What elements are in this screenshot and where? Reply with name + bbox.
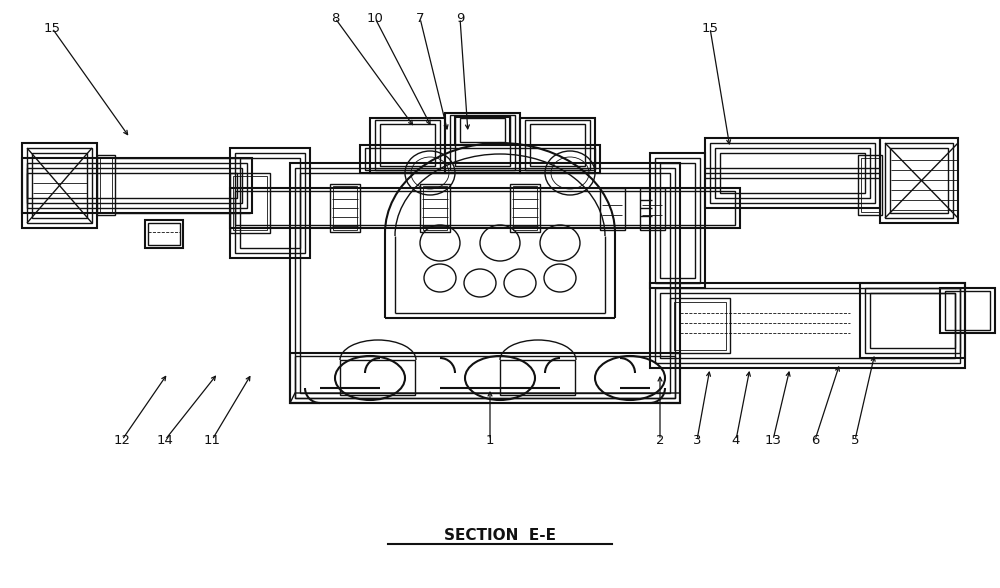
Bar <box>660 293 955 358</box>
Bar <box>674 302 726 350</box>
Bar <box>710 143 875 203</box>
Bar <box>235 153 305 253</box>
Bar <box>230 148 310 258</box>
Bar <box>375 120 440 170</box>
Bar <box>670 298 730 353</box>
Bar <box>27 168 242 203</box>
Bar <box>145 220 183 248</box>
Bar <box>22 158 252 213</box>
Bar <box>655 288 960 363</box>
Bar <box>450 115 515 170</box>
Text: 6: 6 <box>811 433 819 446</box>
Text: 15: 15 <box>44 22 61 35</box>
Bar <box>27 163 247 208</box>
Bar <box>650 153 705 288</box>
Bar <box>455 116 510 166</box>
Bar <box>510 184 540 232</box>
Bar <box>945 291 990 330</box>
Bar <box>340 360 415 395</box>
Bar <box>420 184 450 232</box>
Text: 7: 7 <box>416 12 424 25</box>
Bar <box>360 145 600 173</box>
Text: 4: 4 <box>732 433 740 446</box>
Bar <box>530 124 585 166</box>
Text: 1: 1 <box>486 433 494 446</box>
Text: 14: 14 <box>157 433 173 446</box>
Bar <box>370 118 445 173</box>
Bar <box>460 118 505 142</box>
Bar <box>233 176 267 230</box>
Bar <box>715 148 870 198</box>
Bar <box>860 283 965 358</box>
Text: 9: 9 <box>456 12 464 25</box>
Text: 10: 10 <box>367 12 383 25</box>
Bar <box>240 158 300 248</box>
Bar <box>423 186 447 230</box>
Bar <box>858 155 882 215</box>
Bar <box>650 283 965 368</box>
Bar <box>290 163 680 403</box>
Text: 3: 3 <box>693 433 701 446</box>
Bar <box>885 143 953 218</box>
Bar <box>513 186 537 230</box>
Bar <box>295 168 675 398</box>
Bar <box>455 117 510 145</box>
Bar <box>655 158 700 283</box>
Bar <box>32 153 87 218</box>
Bar <box>525 120 590 170</box>
Text: 15: 15 <box>702 22 718 35</box>
Bar <box>27 148 92 223</box>
Bar <box>295 356 675 398</box>
Bar <box>230 173 270 233</box>
Bar <box>22 143 97 228</box>
Bar <box>235 191 735 225</box>
Bar <box>640 188 665 230</box>
Bar <box>97 155 115 215</box>
Bar <box>861 158 879 212</box>
Bar <box>365 148 595 170</box>
Bar <box>230 188 740 228</box>
Bar <box>290 353 680 403</box>
Bar <box>330 184 360 232</box>
Bar <box>660 163 695 278</box>
Bar <box>720 153 865 193</box>
Text: 5: 5 <box>851 433 859 446</box>
Bar <box>333 186 357 230</box>
Bar <box>500 360 575 395</box>
Text: 12: 12 <box>114 433 131 446</box>
Bar <box>300 173 670 393</box>
Bar <box>890 148 948 213</box>
Bar <box>100 158 112 212</box>
Bar <box>865 288 960 353</box>
Bar <box>520 118 595 173</box>
Bar <box>148 223 180 245</box>
Bar <box>880 138 958 223</box>
Bar <box>870 293 955 348</box>
Bar <box>380 124 435 166</box>
Bar <box>600 188 625 230</box>
Text: 11: 11 <box>204 433 221 446</box>
Text: 2: 2 <box>656 433 664 446</box>
Text: 8: 8 <box>331 12 339 25</box>
Bar <box>445 113 520 173</box>
Bar <box>27 173 237 198</box>
Bar <box>705 138 880 208</box>
Text: 13: 13 <box>764 433 781 446</box>
Bar <box>940 288 995 333</box>
Text: SECTION  E-E: SECTION E-E <box>444 529 556 543</box>
